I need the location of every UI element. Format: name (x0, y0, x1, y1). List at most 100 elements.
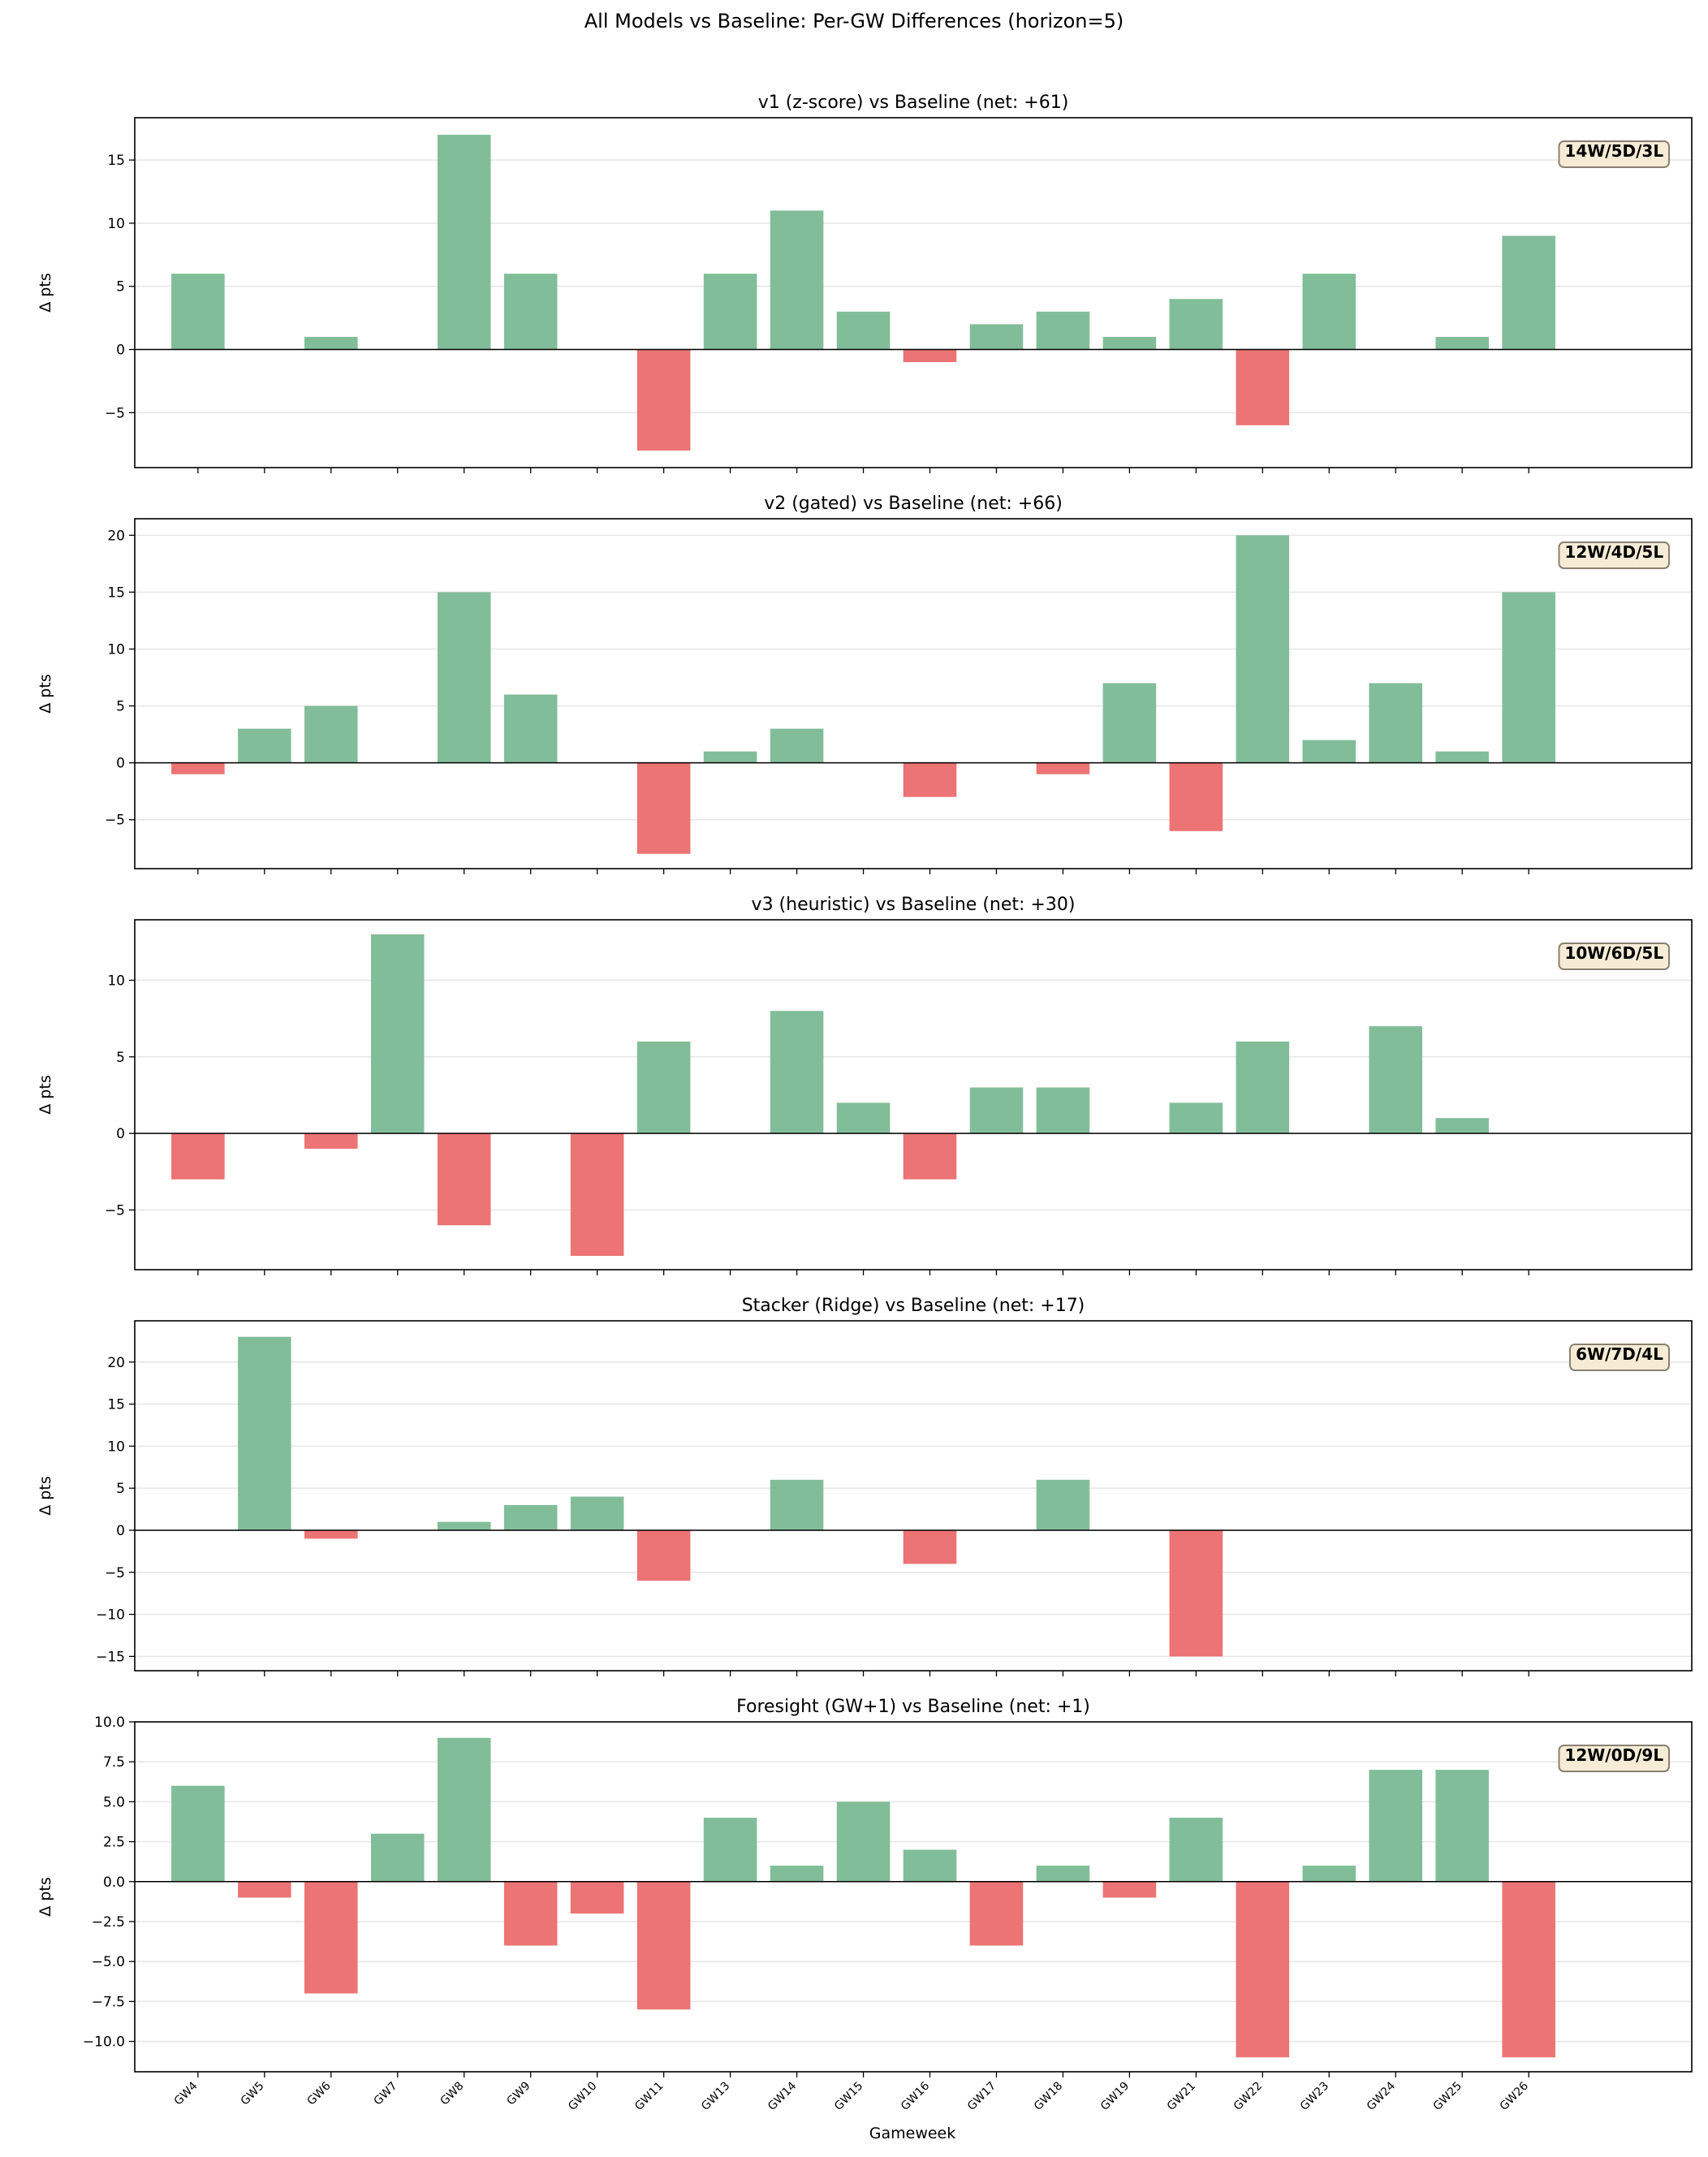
bar-GW24 (1369, 1770, 1423, 1882)
axes-frame (134, 919, 1693, 1270)
x-tick-label: GW24 (1365, 2079, 1398, 2112)
bar-GW17 (969, 1881, 1024, 1946)
y-tick-label: 15 (107, 153, 125, 169)
x-tick-label: GW5 (239, 2080, 267, 2108)
bar-GW16 (903, 1133, 957, 1180)
record-badge-text: 14W/5D/3L (1564, 141, 1663, 161)
bar-GW22 (1236, 1041, 1290, 1134)
bar-GW7 (370, 1833, 425, 1882)
x-tick-label: GW26 (1498, 2079, 1531, 2112)
x-tick-label: GW18 (1032, 2080, 1065, 2113)
bar-GW9 (503, 1881, 558, 1946)
panel-2: −5 0 5 10 15 20 v2 (gated) vs Baseline (net: +… (37, 494, 1693, 874)
y-tick-label: −5 (105, 405, 125, 421)
y-tick-label: 5.0 (103, 1794, 125, 1810)
bar-GW11 (636, 349, 691, 451)
y-tick-label: −7.5 (92, 1994, 125, 2010)
bar-GW18 (1036, 1087, 1090, 1134)
record-badge (1558, 1745, 1670, 1772)
bar-GW19 (1102, 683, 1157, 763)
y-axis-label: Δ pts (37, 273, 54, 312)
x-tick-label: GW21 (1165, 2080, 1198, 2113)
y-axis-label: Δ pts (37, 1476, 54, 1515)
bar-GW25 (1435, 336, 1490, 350)
x-tick-label: GW11 (632, 2080, 666, 2113)
bar-GW19 (1102, 336, 1157, 350)
y-tick-label: 15 (107, 585, 125, 601)
record-badge-text: 12W/4D/5L (1564, 542, 1663, 562)
bar-GW14 (770, 1866, 824, 1882)
y-tick-label: 0 (116, 1126, 125, 1142)
x-tick-label: GW10 (566, 2080, 599, 2113)
y-tick-label: 20 (107, 528, 125, 544)
y-tick-label: 5 (116, 1481, 125, 1497)
bar-GW15 (836, 1102, 891, 1134)
x-tick-label: GW23 (1298, 2080, 1331, 2113)
x-tick-label: GW19 (1098, 2080, 1132, 2113)
bar-GW9 (503, 1504, 558, 1530)
bar-GW8 (437, 592, 491, 763)
bar-GW11 (636, 1881, 691, 2010)
bar-GW7 (370, 934, 425, 1134)
bar-GW10 (570, 1496, 624, 1530)
bar-GW19 (1102, 1881, 1157, 1898)
x-tick-label: GW9 (504, 2080, 533, 2108)
bar-GW11 (636, 1529, 691, 1581)
x-tick-label: GW15 (832, 2080, 865, 2113)
axes-frame (134, 1320, 1693, 1672)
bar-GW17 (969, 324, 1024, 350)
y-axis-label: Δ pts (37, 1877, 54, 1916)
bar-GW9 (503, 694, 558, 763)
panel-title: Stacker (Ridge) vs Baseline (net: +17) (742, 1296, 1085, 1316)
bar-GW23 (1302, 740, 1356, 763)
y-tick-label: −10.0 (83, 2034, 125, 2051)
x-tick-label: GW7 (372, 2080, 400, 2108)
bar-GW5 (238, 1336, 291, 1530)
panel-title: v2 (gated) vs Baseline (net: +66) (764, 494, 1063, 514)
y-tick-label: −2.5 (92, 1914, 125, 1931)
bar-GW13 (703, 274, 757, 350)
x-tick-label: GW25 (1431, 2080, 1464, 2113)
y-tick-label: 0 (116, 756, 125, 772)
bar-GW6 (304, 1529, 358, 1539)
y-tick-label: −15 (96, 1649, 125, 1665)
bar-GW18 (1036, 762, 1090, 774)
record-badge (1558, 140, 1670, 168)
bar-GW25 (1435, 1118, 1490, 1134)
y-tick-label: 15 (107, 1397, 125, 1413)
y-tick-label: 10 (107, 973, 125, 990)
bar-GW8 (437, 1737, 491, 1882)
bar-GW6 (304, 1881, 358, 1994)
panel-3: −5 0 5 10 v3 (heuristic) vs Baseline (net: +… (37, 895, 1693, 1275)
y-tick-label: 0.0 (103, 1874, 125, 1891)
record-badge (1569, 1344, 1670, 1371)
axes-frame (134, 117, 1693, 468)
bar-GW8 (437, 1521, 491, 1530)
y-tick-label: 20 (107, 1355, 125, 1371)
x-tick-label: GW16 (899, 2079, 932, 2112)
y-tick-label: 0 (116, 343, 125, 359)
y-tick-label: −5 (105, 1202, 125, 1219)
panel-title: v1 (z-score) vs Baseline (net: +61) (758, 93, 1069, 113)
bar-GW14 (770, 728, 824, 763)
bar-GW14 (770, 1011, 824, 1134)
bar-GW11 (636, 1041, 691, 1134)
bar-GW21 (1169, 1818, 1223, 1882)
bar-GW24 (1369, 683, 1423, 763)
y-tick-label: −5 (105, 1565, 125, 1581)
bar-GW13 (703, 1818, 757, 1882)
y-tick-label: −5 (105, 813, 125, 829)
bar-GW26 (1502, 592, 1555, 763)
y-tick-label: 5 (116, 279, 125, 296)
bar-GW22 (1236, 535, 1290, 763)
bar-GW25 (1435, 1770, 1490, 1882)
bar-GW10 (570, 1881, 624, 1914)
bar-GW23 (1302, 274, 1356, 350)
y-tick-label: 10.0 (94, 1715, 125, 1731)
bar-GW15 (836, 1801, 891, 1882)
panel-1: −5 0 5 10 15 v1 (z-score) vs Baseline (net: +… (37, 93, 1693, 473)
y-tick-label: −10 (96, 1607, 125, 1624)
y-tick-label: 10 (107, 1439, 125, 1455)
bar-GW25 (1435, 751, 1490, 763)
